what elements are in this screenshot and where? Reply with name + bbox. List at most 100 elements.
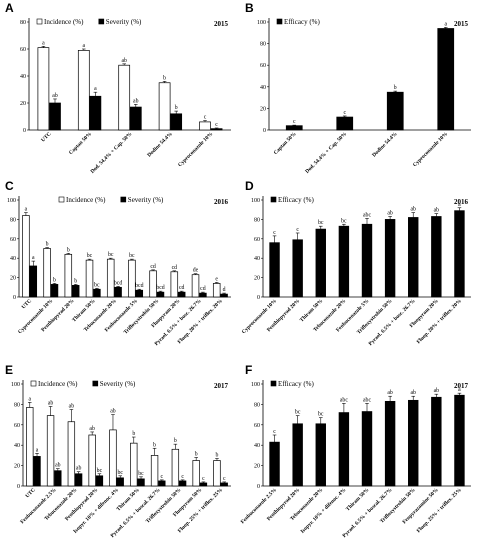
panel-letter-b: B xyxy=(245,1,254,15)
bar-b xyxy=(336,116,354,131)
significance-letter-c: d xyxy=(223,287,226,293)
bar-c xyxy=(220,293,228,298)
category-label-a: Cyproconazole 10% xyxy=(177,131,214,168)
significance-letter-e: c xyxy=(161,474,164,480)
bar-e xyxy=(54,470,62,487)
significance-letter-c: de xyxy=(193,268,199,274)
legend-entry-a: Incidence (%) xyxy=(44,18,84,26)
significance-letter-d: ab xyxy=(434,208,440,214)
significance-letter-a: a xyxy=(42,40,45,46)
bar-f xyxy=(454,394,465,487)
bar-f xyxy=(292,423,303,487)
significance-letter-c: e xyxy=(215,276,218,282)
y-tick-label-f: 40 xyxy=(254,443,260,449)
bar-f xyxy=(269,441,280,487)
legend-swatch-f xyxy=(270,380,277,387)
legend-swatch-b xyxy=(276,18,283,25)
bar-c xyxy=(29,265,38,298)
significance-letter-c: cd xyxy=(200,286,206,292)
legend-entry-f: Efficacy (%) xyxy=(278,380,314,388)
bar-e xyxy=(109,429,117,487)
year-label-f: 2017 xyxy=(454,382,469,390)
bar-c xyxy=(50,284,59,298)
significance-letter-c: bcd xyxy=(156,285,164,291)
significance-letter-a: ab xyxy=(121,58,127,64)
significance-letter-f: ab xyxy=(434,388,440,394)
significance-letter-c: cd xyxy=(150,264,156,270)
significance-letter-e: b xyxy=(216,452,219,458)
panel-b-efficacy-2015: 0 20 40 60 80 100 2015 Efficacy (%) c Captan 50% c… xyxy=(257,18,471,175)
y-tick-label-e: 0 xyxy=(17,484,20,490)
significance-letter-e: ab xyxy=(48,400,54,406)
y-tick-label-e: 60 xyxy=(14,423,20,429)
significance-letter-c: cd xyxy=(179,285,185,291)
bar-c xyxy=(128,259,136,298)
category-label-b: Dod. 54.4% + Cap. 50% xyxy=(304,131,348,175)
bar-a xyxy=(89,95,102,131)
bar-a xyxy=(49,102,61,131)
significance-letter-c: b xyxy=(46,242,49,248)
bar-e xyxy=(46,415,55,487)
bar-c xyxy=(93,288,101,298)
bar-e xyxy=(33,456,41,487)
bar-a xyxy=(77,49,90,131)
legend-entry-e: Severity (%) xyxy=(100,380,136,388)
y-tick-label-b: 20 xyxy=(260,106,266,112)
category-label-a: UTC xyxy=(40,131,52,143)
y-tick-label-e: 100 xyxy=(11,382,20,388)
significance-letter-f: ab xyxy=(387,390,393,396)
category-label-e: Fluop. 25% + triflox. 25% xyxy=(177,487,224,534)
y-tick-label-d: 100 xyxy=(251,198,260,204)
y-tick-label-c: 80 xyxy=(10,217,16,223)
year-label-c: 2016 xyxy=(214,198,229,206)
bar-c xyxy=(156,291,165,298)
bar-f xyxy=(315,423,326,487)
y-tick-label-f: 20 xyxy=(254,464,260,470)
significance-letter-e: ab xyxy=(110,409,116,415)
significance-letter-c: b xyxy=(53,277,56,283)
bar-e xyxy=(178,480,187,487)
legend-swatch-d xyxy=(270,196,277,203)
significance-letter-a: c xyxy=(204,115,207,121)
significance-letter-e: b xyxy=(132,431,135,437)
significance-letter-e: ab xyxy=(69,404,75,410)
significance-letter-d: ab xyxy=(410,207,416,213)
significance-letter-e: ab xyxy=(55,463,61,469)
bar-c xyxy=(199,292,207,298)
bar-c xyxy=(22,215,30,298)
y-tick-label-c: 40 xyxy=(10,256,16,262)
legend-entry-d: Efficacy (%) xyxy=(278,196,314,204)
bar-e xyxy=(116,477,124,487)
y-tick-label-c: 20 xyxy=(10,276,16,282)
category-label-b: Cyproconazole 10% xyxy=(412,131,449,168)
significance-letter-b: b xyxy=(394,85,397,91)
bar-e xyxy=(74,473,83,487)
y-tick-label-f: 0 xyxy=(257,484,260,490)
y-tick-label-e: 80 xyxy=(14,402,20,408)
y-tick-label-a: 80 xyxy=(20,20,26,26)
significance-letter-f: abc xyxy=(363,397,371,403)
bar-a xyxy=(170,113,183,131)
bar-a xyxy=(158,82,171,131)
bar-b xyxy=(437,28,455,131)
bar-f xyxy=(361,411,373,487)
bar-a xyxy=(37,47,50,131)
category-label-f: Fluop. 25% + triflox. 25% xyxy=(416,487,463,534)
bar-e xyxy=(67,421,76,487)
significance-letter-e: a xyxy=(28,396,31,402)
year-label-b: 2015 xyxy=(454,20,469,28)
bar-a xyxy=(129,106,142,131)
bar-f xyxy=(408,399,419,487)
significance-letter-d: abc xyxy=(363,212,371,218)
y-tick-label-d: 20 xyxy=(254,276,260,282)
y-tick-label-f: 80 xyxy=(254,402,260,408)
bar-d xyxy=(431,216,442,298)
significance-letter-c: a xyxy=(32,255,35,261)
significance-letter-d: a xyxy=(458,202,461,208)
significance-letter-a: ab xyxy=(133,98,139,104)
y-tick-label-a: 60 xyxy=(20,47,26,53)
significance-letter-e: bc xyxy=(117,470,123,476)
bar-d xyxy=(384,219,396,298)
panel-letter-a: A xyxy=(5,1,14,15)
bar-c xyxy=(64,253,73,298)
